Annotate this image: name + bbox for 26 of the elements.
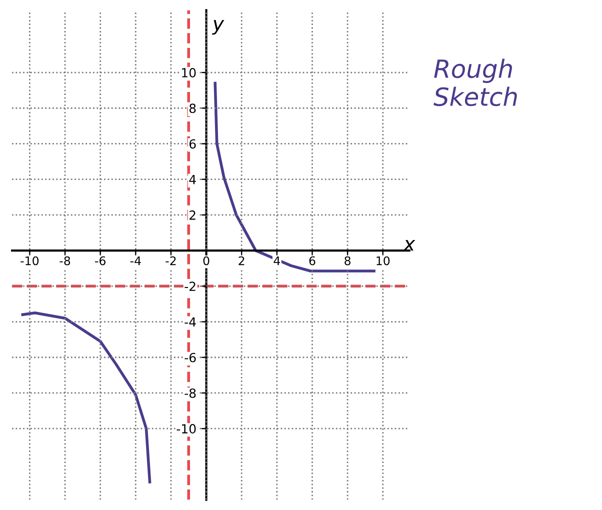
x-tick-label: -10 [20, 256, 39, 266]
x-tick-label: 4 [274, 256, 280, 266]
y-tick-label: -4 [184, 317, 196, 327]
x-tick-label: -8 [60, 256, 70, 266]
y-tick-label: -10 [176, 424, 196, 434]
text: Rough Sketch [434, 58, 517, 106]
y-axis-title: y [212, 20, 224, 35]
x-tick-label: 8 [344, 256, 350, 266]
y-tick-label: 8 [189, 104, 196, 114]
line-series [214, 82, 376, 272]
y-tick-label: 10 [182, 68, 196, 78]
x-tick-label: 0 [203, 256, 210, 266]
y-tick-label: 2 [190, 210, 196, 220]
x-axis-title: x [403, 240, 416, 251]
x-tick-label: -2 [166, 256, 176, 266]
x-tick-label: 10 [376, 256, 390, 266]
x-tick-label: -6 [95, 256, 106, 266]
y-tick-label: -2 [184, 282, 196, 291]
y-tick-label: 6 [189, 139, 196, 149]
x-tick-label: 2 [238, 256, 244, 266]
y-tick-label: -8 [184, 388, 196, 398]
line-series [21, 311, 152, 484]
x-tick-label: 6 [309, 256, 316, 266]
y-tick-label: 4 [189, 174, 196, 184]
y-tick-label: -6 [184, 352, 196, 362]
x-tick-label: -4 [130, 256, 141, 266]
